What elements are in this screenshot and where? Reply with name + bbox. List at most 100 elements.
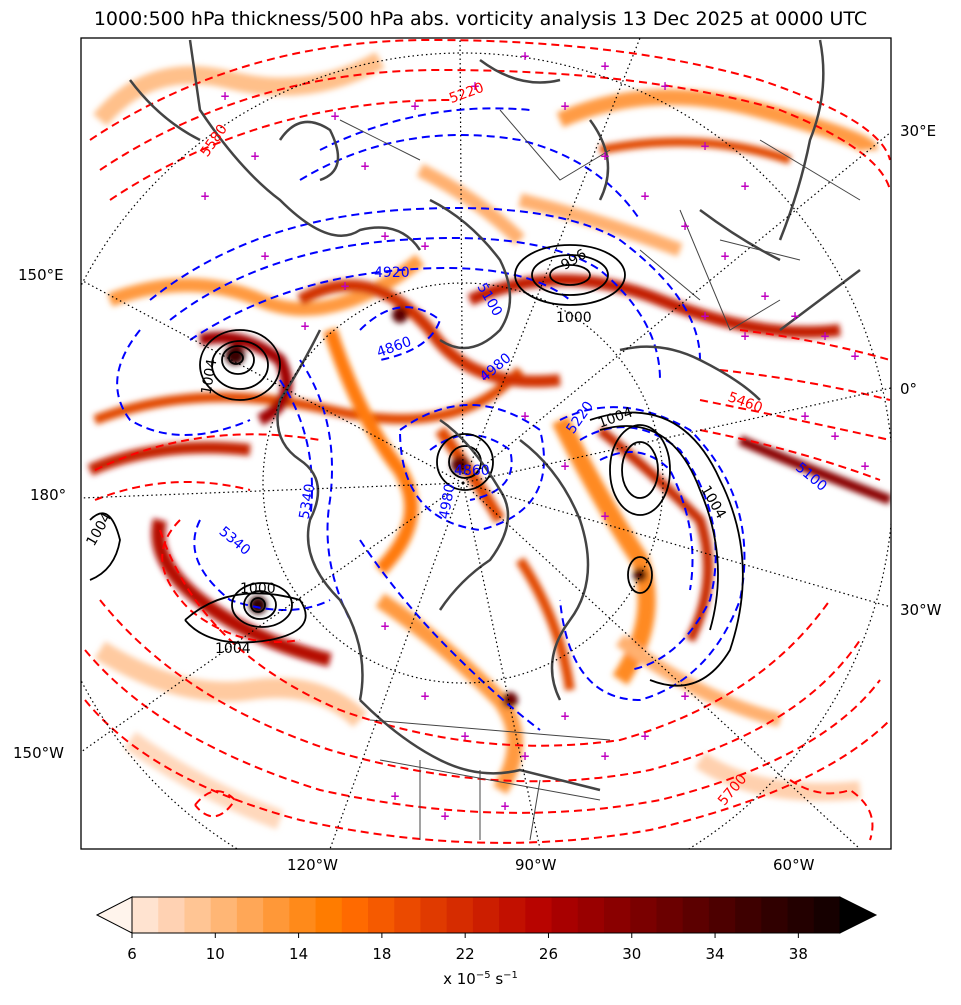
thickness-contours-red [84, 38, 891, 844]
station-marker: + [600, 509, 610, 523]
station-marker: + [600, 149, 610, 163]
colorbar-tick-label: 38 [788, 945, 808, 963]
pressure-contours [89, 244, 744, 687]
station-marker: + [220, 89, 230, 103]
station-marker: + [860, 459, 870, 473]
colorbar-frame [131, 896, 841, 934]
pressure-label: 1000 [240, 581, 276, 597]
station-marker: + [760, 289, 770, 303]
colorbar-tick-label: 34 [705, 945, 725, 963]
station-marker: + [700, 139, 710, 153]
station-marker: + [740, 179, 750, 193]
map-frame [80, 37, 892, 850]
colorbar-bin [577, 897, 605, 933]
colorbar-tick-label: 10 [205, 945, 225, 963]
station-marker: + [440, 809, 450, 823]
colorbar-bin [341, 897, 369, 933]
colorbar-bin [735, 897, 762, 933]
lon-label-180: 180° [30, 486, 67, 504]
station-marker: + [520, 49, 530, 63]
station-marker: + [460, 729, 470, 743]
station-marker: + [420, 239, 430, 253]
station-marker: + [520, 409, 530, 423]
station-marker: + [200, 189, 210, 203]
colorbar-tick-label: 14 [289, 945, 309, 963]
colorbar-bin [525, 897, 553, 933]
thickness-label-red: 5340 [297, 483, 319, 521]
colorbar-bin [446, 897, 474, 933]
colorbar-bins [132, 897, 841, 933]
thickness-label-blue: 4980 [437, 483, 459, 521]
station-marker: + [640, 729, 650, 743]
station-marker: + [420, 689, 430, 703]
colorbar-extend-low [95, 896, 133, 934]
station-marker: + [640, 189, 650, 203]
station-marker: + [560, 99, 570, 113]
vorticity-field [87, 52, 891, 830]
station-marker: + [260, 249, 270, 263]
station-marker: + [820, 329, 830, 343]
colorbar-extend-high [839, 896, 878, 934]
station-marker: + [560, 709, 570, 723]
colorbar-tick-label: 22 [455, 945, 475, 963]
colorbar-bin [708, 897, 736, 933]
colorbar-bin [236, 897, 264, 933]
station-marker: + [250, 149, 260, 163]
colorbar-bin [315, 897, 343, 933]
station-marker: + [680, 219, 690, 233]
station-marker: + [720, 249, 730, 263]
lon-label-90w: 90°W [515, 856, 557, 874]
station-marker: + [360, 159, 370, 173]
station-marker: + [410, 99, 420, 113]
colorbar-bin [184, 897, 212, 933]
station-marker: + [330, 109, 340, 123]
station-marker: + [470, 79, 480, 93]
station-marker: + [660, 79, 670, 93]
station-marker: + [500, 799, 510, 813]
colorbar-tick-label: 30 [622, 945, 642, 963]
colorbar-bin [551, 897, 579, 933]
station-marker: + [740, 329, 750, 343]
colorbar-bin [630, 897, 657, 933]
lon-label-30w: 30°W [900, 601, 942, 619]
thickness-label-blue: 4920 [374, 265, 410, 281]
colorbar-bin [368, 897, 395, 933]
colorbar-tick-label: 26 [538, 945, 559, 963]
colorbar-bin [158, 897, 185, 933]
lon-label-120w: 120°W [287, 856, 338, 874]
station-marker: + [380, 619, 390, 633]
lon-label-150e: 150°E [18, 266, 64, 284]
station-marker: + [560, 459, 570, 473]
colorbar-bin [787, 897, 815, 933]
station-marker: + [380, 229, 390, 243]
colorbar-bin [761, 897, 789, 933]
station-marker: + [850, 349, 860, 363]
station-marker: + [390, 789, 400, 803]
colorbar-bin [472, 897, 500, 933]
station-markers: + + + + + + + + + + + + + + + + + + + + + + + + + + + + + + + + + + + + + + + +… [200, 49, 870, 823]
station-marker: + [830, 429, 840, 443]
colorbar-bin [210, 897, 238, 933]
station-marker: + [300, 319, 310, 333]
station-marker: + [700, 309, 710, 323]
colorbar-bin [813, 897, 841, 933]
colorbar-tick-label: 18 [372, 945, 392, 963]
station-marker: + [480, 369, 490, 383]
colorbar-bin [656, 897, 684, 933]
colorbar-tick-label: 6 [127, 945, 137, 963]
lon-label-60w: 60°W [773, 856, 815, 874]
station-marker: + [600, 749, 610, 763]
colorbar-bin [289, 897, 317, 933]
station-marker: + [520, 749, 530, 763]
pressure-label: 1000 [556, 310, 592, 326]
station-marker: + [800, 409, 810, 423]
figure-title: 1000:500 hPa thickness/500 hPa abs. vort… [93, 8, 868, 30]
colorbar-label: x 10−5 s−1 [443, 970, 518, 988]
lon-label-150w: 150°W [13, 744, 64, 762]
station-marker: + [680, 689, 690, 703]
station-marker: + [600, 59, 610, 73]
pressure-label: 1004 [215, 641, 251, 657]
colorbar-tick-marks [131, 933, 799, 938]
